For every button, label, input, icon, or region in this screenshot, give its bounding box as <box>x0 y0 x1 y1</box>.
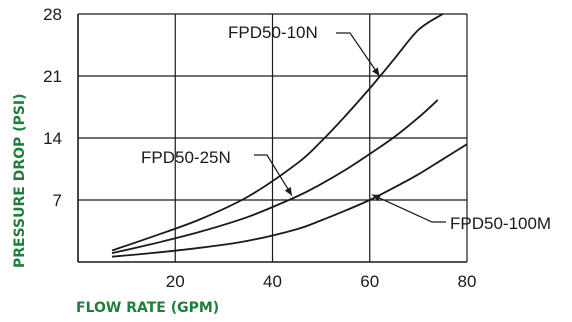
series-line-fpd50-100m <box>111 143 468 258</box>
grid-lines <box>78 14 467 262</box>
leader-line-fpd50-100m <box>371 194 446 223</box>
series-label-fpd50-10n: FPD50-10N <box>228 23 318 42</box>
x-tick-label-20: 20 <box>166 272 185 291</box>
x-tick-label-60: 60 <box>360 272 379 291</box>
series-label-fpd50-100m: FPD50-100M <box>450 214 551 233</box>
y-tick-label-7: 7 <box>53 191 62 210</box>
leader-line-fpd50-25n <box>254 154 293 196</box>
series-line-fpd50-25n <box>111 99 439 254</box>
series-line-fpd50-10n <box>111 13 444 252</box>
leader-arrow-fpd50-25n <box>284 186 292 196</box>
series-label-fpd50-25n: FPD50-25N <box>141 148 231 167</box>
x-tick-label-80: 80 <box>458 272 477 291</box>
y-tick-label-14: 14 <box>43 129 62 148</box>
series-curves <box>111 13 468 258</box>
y-tick-label-28: 28 <box>43 5 62 24</box>
y-axis-title: PRESSURE DROP (PSI) <box>12 93 28 268</box>
x-tick-label-40: 40 <box>263 272 282 291</box>
series-labels: FPD50-10N FPD50-25N FPD50-100M <box>141 23 551 233</box>
y-tick-label-21: 21 <box>43 67 62 86</box>
leader-arrow-fpd50-10n <box>372 67 380 76</box>
x-axis-title: FLOW RATE (GPM) <box>76 300 219 316</box>
plot-frame <box>77 13 468 263</box>
leader-arrow-fpd50-100m <box>372 194 381 202</box>
leader-line-fpd50-10n <box>336 32 380 77</box>
tick-labels: 20 40 60 80 7 14 21 28 <box>43 5 476 291</box>
